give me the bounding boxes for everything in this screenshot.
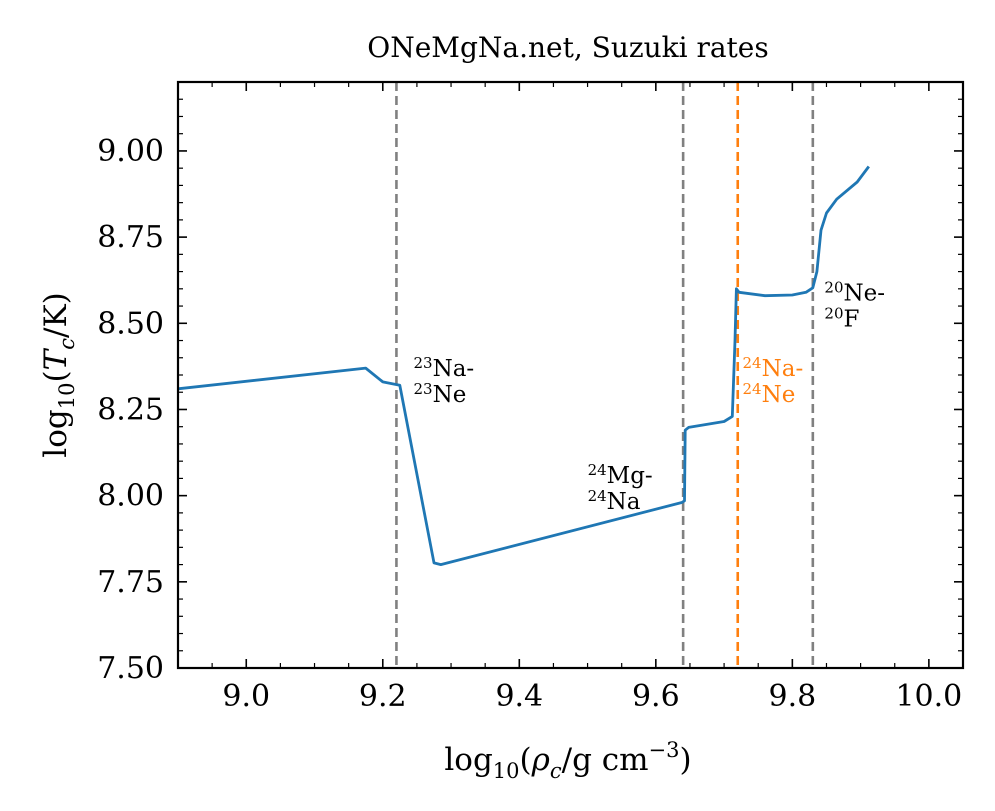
y-tick-label: 7.50 xyxy=(97,651,164,686)
plot-frame xyxy=(176,80,965,670)
y-axis-label: log10(Tc/K) xyxy=(38,292,79,457)
series-layer xyxy=(177,165,870,566)
y-tick-label: 8.50 xyxy=(97,306,164,341)
chart-title: ONeMgNa.net, Suzuki rates xyxy=(367,31,768,64)
annotation-0: 23Na-23Ne xyxy=(414,354,475,408)
y-tick-label: 9.00 xyxy=(97,134,164,169)
annotation-2: 24Na-24Ne xyxy=(743,354,804,408)
x-tick-label: 9.4 xyxy=(495,679,543,714)
y-tick-label: 8.25 xyxy=(97,392,164,427)
x-axis-label: log10(ρc/g cm−3) xyxy=(444,738,691,783)
x-tick-label: 9.0 xyxy=(222,679,270,714)
annotation-3: 20Ne-20F xyxy=(824,278,885,332)
x-tick-label: 9.6 xyxy=(632,679,680,714)
x-tick-label: 9.2 xyxy=(359,679,407,714)
x-tick-label: 10.0 xyxy=(895,679,962,714)
y-tick-label: 7.75 xyxy=(97,565,164,600)
series-line-0 xyxy=(177,165,870,566)
axis-ticks: 9.0 9.2 9.4 9.6 9.8 10.0 7.50 7.75 8.00 8.25 8.50 8… xyxy=(97,81,964,714)
annotations: 23Na-23Ne 24Mg-24Na 24Na-24Ne 20Ne-20F xyxy=(414,278,886,515)
x-tick-label: 9.8 xyxy=(768,679,816,714)
y-tick-label: 8.00 xyxy=(97,479,164,514)
annotation-1: 24Mg-24Na xyxy=(588,461,653,515)
y-tick-label: 8.75 xyxy=(97,220,164,255)
